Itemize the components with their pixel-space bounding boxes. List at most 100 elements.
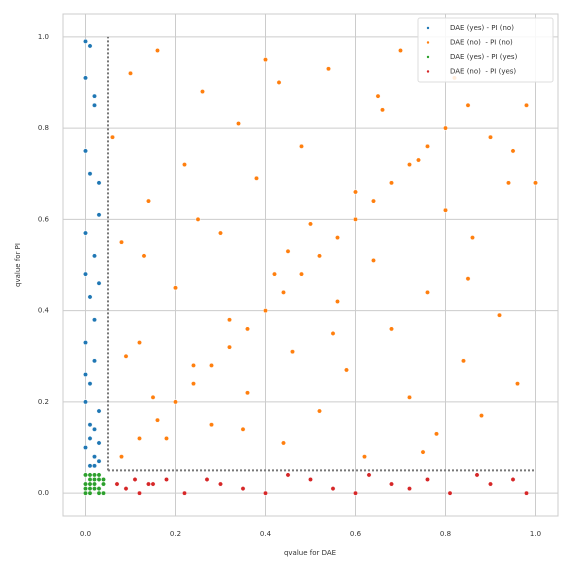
y-axis-label: qvalue for PI: [14, 243, 22, 287]
point: [263, 490, 268, 496]
point: [83, 230, 88, 236]
point: [474, 472, 480, 478]
point: [83, 486, 88, 492]
point: [317, 408, 322, 414]
x-axis-label: qvalue for DAE: [284, 549, 336, 557]
point: [87, 472, 93, 478]
point: [92, 317, 97, 323]
point: [245, 326, 250, 332]
point: [87, 463, 93, 469]
point: [137, 340, 142, 346]
point: [191, 362, 196, 368]
point: [461, 358, 466, 364]
point: [164, 435, 169, 441]
point: [96, 212, 102, 218]
point: [398, 48, 403, 53]
legend-marker: [426, 55, 430, 59]
point: [299, 271, 304, 277]
point: [281, 289, 286, 295]
point: [506, 180, 511, 186]
y-tick-label: 0.8: [38, 124, 49, 132]
point: [87, 477, 93, 482]
point: [87, 422, 93, 428]
point: [87, 381, 93, 387]
point: [87, 435, 93, 441]
point: [465, 102, 471, 108]
legend-label: DAE (no) - PI (yes): [450, 68, 516, 76]
point: [290, 349, 295, 355]
x-tick-label: 0.0: [80, 530, 91, 538]
point: [335, 299, 340, 304]
point: [465, 276, 471, 282]
point: [479, 413, 484, 419]
point: [92, 102, 97, 108]
point: [146, 481, 151, 487]
point: [96, 472, 102, 478]
point: [92, 463, 97, 469]
point: [299, 143, 304, 149]
point: [218, 230, 223, 236]
point: [191, 381, 196, 387]
point: [96, 486, 102, 492]
point: [470, 235, 475, 241]
y-tick-label: 1.0: [38, 33, 49, 41]
point: [83, 490, 88, 496]
point: [123, 353, 129, 359]
point: [353, 490, 358, 496]
point: [245, 390, 250, 396]
y-tick-label: 0.0: [38, 489, 49, 497]
point: [344, 367, 349, 373]
point: [353, 216, 358, 222]
point: [83, 472, 88, 478]
point: [371, 198, 376, 204]
point: [119, 239, 124, 245]
point: [87, 490, 93, 496]
point: [119, 454, 124, 460]
point: [425, 289, 430, 295]
point: [132, 477, 138, 482]
y-tick-label: 0.4: [38, 307, 50, 315]
point: [236, 121, 241, 126]
point: [443, 207, 448, 213]
point: [83, 148, 88, 154]
point: [272, 271, 277, 277]
point: [407, 486, 412, 492]
point: [389, 481, 394, 487]
point: [209, 422, 214, 428]
point: [182, 162, 187, 168]
point: [155, 417, 160, 423]
point: [96, 408, 102, 414]
point: [263, 57, 268, 63]
point: [155, 48, 160, 53]
point: [83, 38, 88, 44]
point: [218, 481, 223, 487]
point: [443, 125, 448, 131]
point: [87, 294, 93, 300]
point: [137, 435, 142, 441]
point: [380, 107, 385, 113]
legend: DAE (yes) - PI (no) DAE (no) - PI (no) DAE…: [417, 17, 554, 83]
point: [407, 394, 412, 400]
point: [83, 481, 88, 487]
point: [317, 253, 322, 259]
point: [96, 458, 102, 464]
point: [209, 362, 214, 368]
point: [92, 93, 97, 99]
point: [308, 221, 313, 227]
point: [488, 481, 493, 487]
point: [407, 162, 412, 168]
point: [146, 198, 151, 204]
plot-area: [62, 13, 559, 517]
point: [204, 477, 210, 482]
point: [254, 175, 259, 181]
point: [137, 490, 142, 496]
x-tick-label: 0.4: [260, 530, 272, 538]
legend-marker: [426, 70, 430, 73]
point: [488, 134, 493, 140]
point: [416, 157, 421, 163]
point: [425, 477, 430, 482]
point: [335, 235, 340, 241]
point: [497, 312, 502, 318]
point: [285, 248, 291, 254]
point: [141, 253, 147, 259]
